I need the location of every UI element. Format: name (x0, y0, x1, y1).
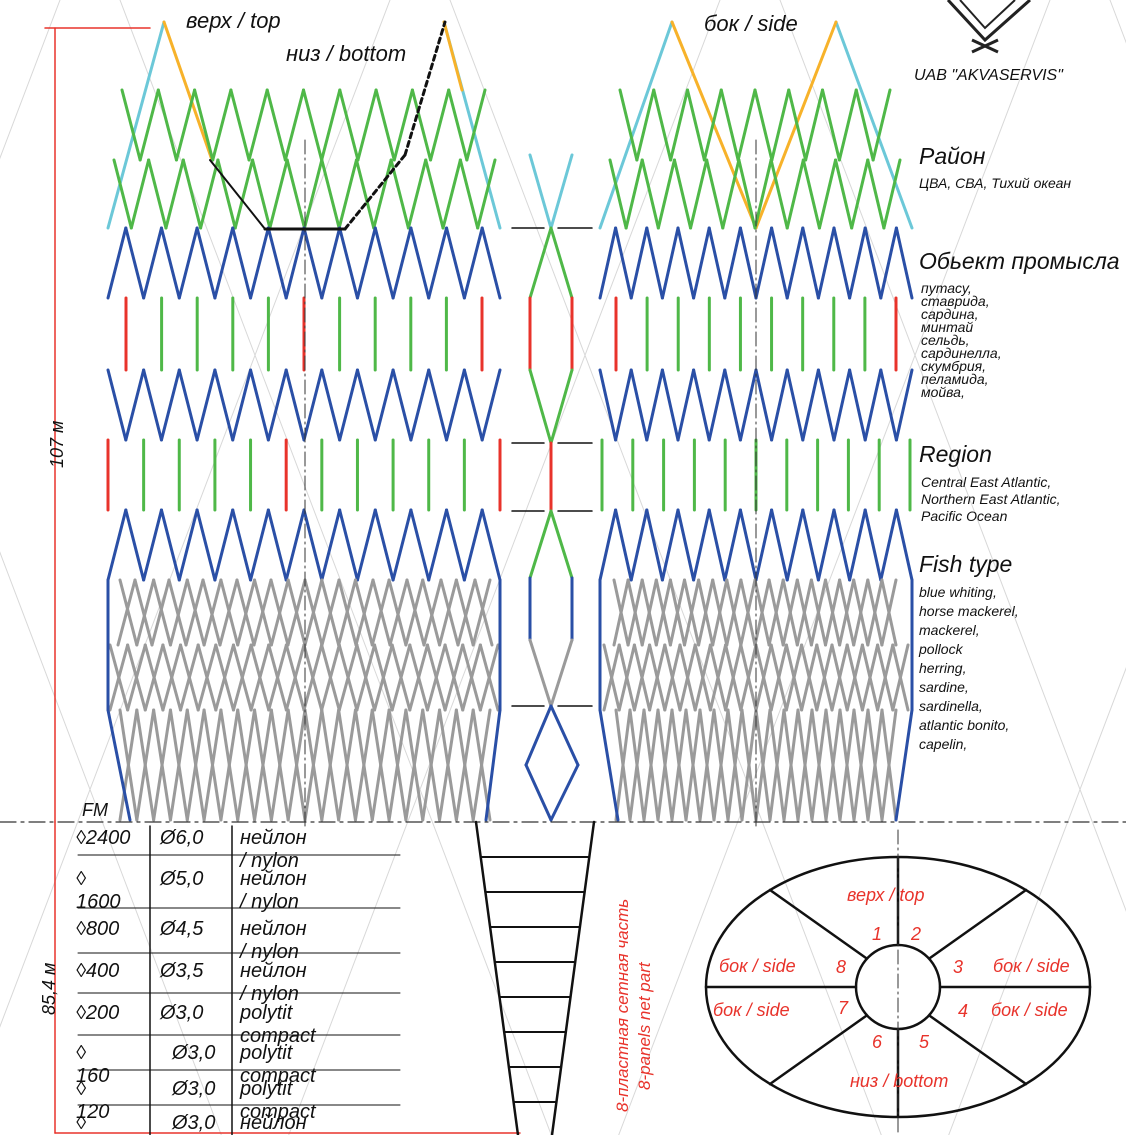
fish-ru-title: Обьект промысла (919, 248, 1120, 274)
panel-num-2: 2 (911, 924, 922, 944)
panel-top: верх / top (847, 885, 925, 905)
panel-side-left-upper: бок / side (719, 956, 796, 976)
panel-cross-section (704, 829, 1092, 1135)
tail-cone (474, 820, 596, 1135)
spec-material: нейлон / nylon (240, 868, 307, 913)
spec-dia: Ø5,0 (160, 868, 204, 890)
panel-side-right-upper: бок / side (993, 956, 1070, 976)
panel-side-left-lower: бок / side (713, 1000, 790, 1020)
panel-num-8: 8 (836, 957, 847, 977)
region-en-title: Region (919, 441, 992, 467)
panel-bottom: низ / bottom (850, 1071, 949, 1091)
spec-dia: Ø3,0 (172, 1042, 216, 1064)
spec-dia: Ø4,5 (160, 918, 204, 940)
fm-label: FM (82, 800, 108, 820)
spec-material: polytit compact (240, 1078, 316, 1123)
tail-label-ru: 8-пластная сетная часть (613, 898, 632, 1112)
spec-mesh: ◊ 120 (76, 1078, 110, 1123)
panel-num-6: 6 (872, 1032, 883, 1052)
panel-num-3: 3 (953, 957, 964, 977)
region-en-list: Central East Atlantic, Northern East Atl… (921, 474, 1061, 524)
company-name: UAB "AKVASERVIS" (914, 67, 1063, 84)
spec-mesh: ◊2400 (76, 827, 131, 849)
top-bottom-panel-net (106, 20, 502, 831)
company-logo (946, 0, 1031, 54)
side-view-profile-net (511, 153, 593, 822)
spec-mesh: ◊ 120 (76, 1112, 86, 1134)
region-ru: ЦВА, СВА, Тихий океан (919, 175, 1072, 191)
spec-material: нейлон / nylon (240, 1112, 307, 1134)
length-main: 107 м (47, 420, 67, 468)
spec-mesh: ◊200 (76, 1002, 120, 1024)
side-panel-net (598, 20, 914, 831)
spec-mesh: ◊400 (76, 960, 120, 982)
spec-mesh: ◊ 160 (76, 1042, 110, 1087)
spec-mesh: ◊ 1600 (76, 868, 121, 913)
fish-en-title: Fish type (919, 551, 1013, 577)
fish-en-list: blue whiting, horse mackerel, mackerel, … (919, 584, 1019, 752)
spec-material: polytit compact (240, 1042, 316, 1087)
tail-label-en: 8-panels net part (635, 962, 654, 1090)
spec-material: polytit compact (240, 1002, 316, 1047)
spec-dia: Ø3,0 (160, 1002, 204, 1024)
spec-dia: Ø3,5 (160, 960, 204, 982)
region-ru-title: Район (919, 143, 986, 169)
panel-side-right-lower: бок / side (991, 1000, 1068, 1020)
dimension-lines (0, 27, 1126, 1135)
spec-mesh: ◊800 (76, 918, 120, 940)
spec-dia: Ø3,0 (172, 1078, 216, 1100)
spec-dia: Ø3,0 (172, 1112, 216, 1134)
spec-dia: Ø6,0 (160, 827, 204, 849)
panel-num-4: 4 (958, 1001, 969, 1021)
spec-material: нейлон / nylon (240, 918, 307, 963)
panel-num-1: 1 (872, 924, 883, 944)
spec-material: нейлон / nylon (240, 827, 307, 872)
label-bottom: низ / bottom (286, 41, 407, 66)
panel-num-7: 7 (838, 998, 849, 1018)
label-top: верх / top (186, 8, 281, 33)
fish-ru-list: путасу, ставрида, сардина, минтай сельдь… (921, 280, 1002, 400)
length-tail: 85,4 м (39, 962, 59, 1015)
spec-material: нейлон / nylon (240, 960, 307, 1005)
label-side: бок / side (704, 11, 798, 36)
panel-num-5: 5 (919, 1032, 930, 1052)
